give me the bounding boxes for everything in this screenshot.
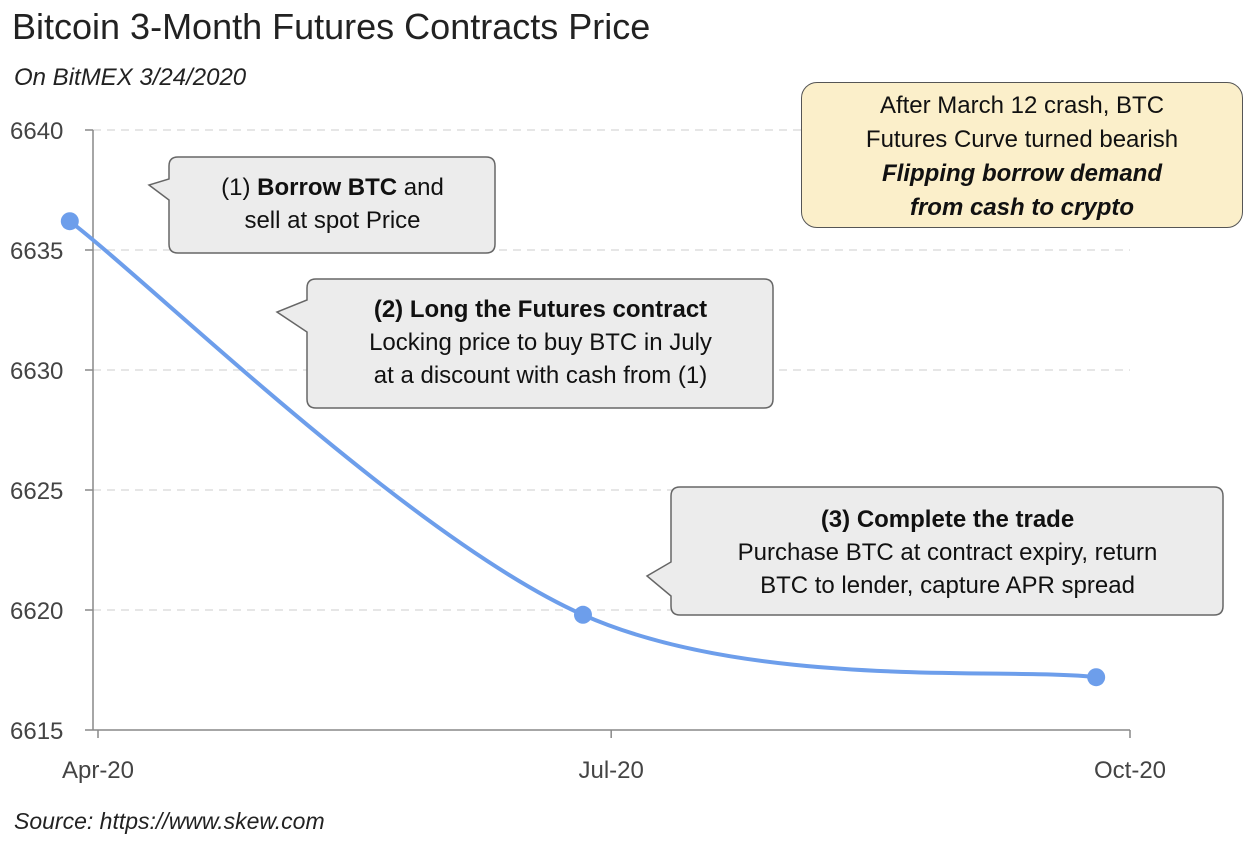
series-futures-price xyxy=(60,212,1106,687)
chart-title: Bitcoin 3-Month Futures Contracts Price xyxy=(12,6,651,47)
callout-complete-trade-line3: BTC to lender, capture APR spread xyxy=(760,572,1135,599)
data-point xyxy=(60,212,79,231)
y-tick-label: 6630 xyxy=(10,358,63,385)
note-line2: Futures Curve turned bearish xyxy=(865,126,1179,153)
x-tick-label: Oct-20 xyxy=(1094,757,1166,784)
y-tick-label: 6620 xyxy=(10,598,63,625)
data-point xyxy=(573,605,592,624)
x-tick-label: Apr-20 xyxy=(62,757,134,784)
callout-long-futures-line3: at a discount with cash from (1) xyxy=(373,362,708,389)
y-tick-labels: 6615 6620 6625 6630 6635 6640 xyxy=(10,118,63,745)
x-tick-labels: Apr-20 Jul-20 Oct-20 xyxy=(62,757,1166,784)
y-tick-label: 6635 xyxy=(10,238,63,265)
chart-subtitle: On BitMEX 3/24/2020 xyxy=(14,64,247,91)
x-tick-label: Jul-20 xyxy=(578,757,643,784)
source-note: Source: https://www.skew.com xyxy=(14,808,325,834)
callout-borrow-line2: sell at spot Price xyxy=(244,207,421,234)
note-line3: Flipping borrow demand xyxy=(882,160,1162,187)
callout-complete-trade-line2: Purchase BTC at contract expiry, return xyxy=(737,539,1158,566)
y-tick-label: 6640 xyxy=(10,118,63,145)
callout-complete-trade: (3) Complete the trade Purchase BTC at c… xyxy=(645,486,1224,616)
y-tick-label: 6615 xyxy=(10,718,63,745)
callout-long-futures-shape xyxy=(275,278,774,409)
note-line1: After March 12 crash, BTC xyxy=(879,92,1165,119)
callout-long-futures-heading: (2) Long the Futures contract xyxy=(373,296,708,323)
callout-borrow-line1: (1) Borrow BTC and xyxy=(221,174,444,201)
y-tick-label: 6625 xyxy=(10,478,63,505)
note-line4: from cash to crypto xyxy=(909,194,1135,221)
callout-borrow-shape xyxy=(147,156,496,254)
callout-complete-trade-heading: (3) Complete the trade xyxy=(820,506,1075,533)
axes xyxy=(92,130,1131,738)
callout-borrow: (1) Borrow BTC and sell at spot Price xyxy=(147,156,496,254)
bearish-note: After March 12 crash, BTC Futures Curve … xyxy=(801,82,1243,228)
callout-long-futures-line2: Locking price to buy BTC in July xyxy=(369,329,712,356)
callout-complete-trade-shape xyxy=(645,486,1224,616)
callout-long-futures: (2) Long the Futures contract Locking pr… xyxy=(275,278,774,409)
data-point xyxy=(1087,668,1106,687)
